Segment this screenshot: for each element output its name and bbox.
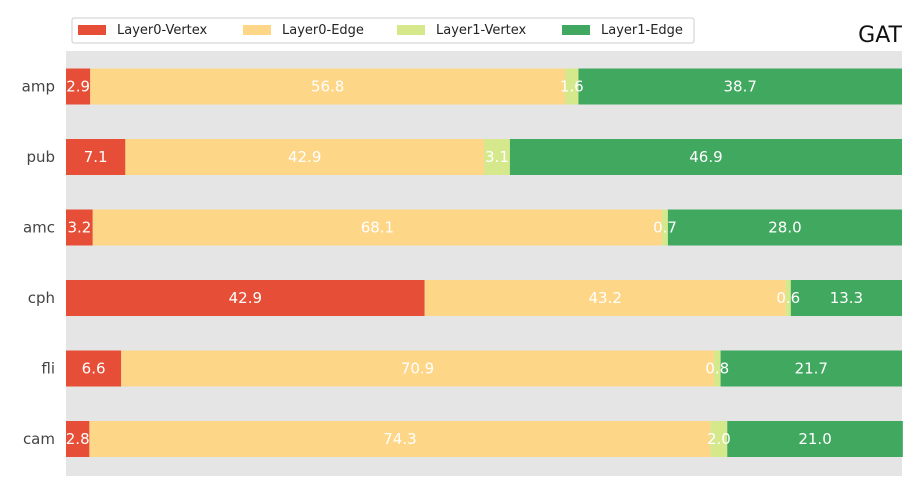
data-label-amc-series-1: 68.1 (361, 219, 394, 237)
data-label-cph-series-1: 43.2 (589, 289, 622, 307)
plot-background (66, 51, 902, 476)
data-label-fli-series-2: 0.8 (705, 360, 729, 378)
legend-label-1: Layer0-Edge (282, 23, 364, 38)
data-label-cam-series-3: 21.0 (798, 430, 831, 448)
legend-label-3: Layer1-Edge (601, 23, 683, 38)
legend-frame (71, 17, 695, 44)
bar-amp-series-1 (90, 68, 566, 105)
data-label-amp-series-3: 38.7 (724, 78, 757, 96)
legend-swatch-1 (243, 25, 271, 35)
bar-cam-series-3 (727, 421, 903, 457)
bars-group (66, 68, 903, 457)
data-labels-group: 2.9 56.8 1.6 38.7 7.1 42.9 3.1 46.9 3.2 68.1 0.7 28… (66, 78, 863, 449)
y-tick-label-fli: fli (41, 360, 55, 378)
data-label-fli-series-0: 6.6 (82, 360, 106, 378)
data-label-fli-series-1: 70.9 (401, 360, 434, 378)
data-label-cam-series-0: 2.8 (66, 430, 90, 448)
bar-pub-series-1 (125, 139, 484, 175)
legend-label-2: Layer1-Vertex (436, 23, 527, 38)
bar-cph-series-0 (66, 280, 425, 316)
data-label-cam-series-2: 2.0 (707, 430, 731, 448)
data-label-amp-series-0: 2.9 (66, 78, 90, 96)
legend: Layer0-Vertex Layer0-Edge Layer1-Vertex Lay… (71, 17, 695, 44)
y-tick-labels-group: amp pub amc cph fli cam (22, 78, 55, 449)
bar-cph-series-1 (424, 280, 786, 316)
bar-amp-series-0 (66, 68, 91, 105)
chart-title: GAT (858, 23, 902, 48)
data-label-amp-series-2: 1.6 (560, 78, 584, 96)
data-label-cph-series-2: 0.6 (776, 289, 800, 307)
data-label-amc-series-3: 28.0 (768, 219, 801, 237)
data-label-pub-series-3: 46.9 (689, 148, 722, 166)
bar-amc-series-3 (667, 209, 902, 246)
y-tick-label-amc: amc (23, 219, 55, 237)
data-label-pub-series-1: 42.9 (288, 148, 321, 166)
bar-fli-series-1 (121, 350, 714, 387)
legend-swatch-3 (562, 25, 590, 35)
bar-pub-series-3 (509, 139, 902, 175)
bar-amp-series-3 (578, 68, 902, 105)
legend-swatch-2 (397, 25, 425, 35)
y-tick-label-cam: cam (23, 430, 55, 448)
y-tick-label-amp: amp (22, 78, 55, 96)
data-label-amc-series-0: 3.2 (67, 219, 91, 237)
data-label-cam-series-1: 74.3 (383, 430, 416, 448)
data-label-cph-series-3: 13.3 (830, 289, 863, 307)
bar-fli-series-3 (720, 350, 902, 387)
bar-cph-series-3 (790, 280, 902, 316)
bar-amc-series-0 (66, 209, 93, 246)
bar-cam-series-0 (66, 421, 90, 457)
legend-label-0: Layer0-Vertex (117, 23, 208, 38)
data-label-pub-series-0: 7.1 (84, 148, 108, 166)
data-label-cph-series-0: 42.9 (229, 289, 262, 307)
data-label-pub-series-2: 3.1 (485, 148, 509, 166)
data-label-amc-series-2: 0.7 (653, 219, 677, 237)
data-label-amp-series-1: 56.8 (311, 78, 344, 96)
bar-cam-series-1 (89, 421, 711, 457)
bar-fli-series-2 (713, 350, 721, 387)
bar-pub-series-0 (66, 139, 126, 175)
bar-cph-series-2 (785, 280, 791, 316)
bar-pub-series-2 (484, 139, 510, 175)
data-label-fli-series-3: 21.7 (795, 360, 828, 378)
legend-swatch-0 (78, 25, 106, 35)
bar-amc-series-1 (92, 209, 663, 246)
y-tick-label-cph: cph (28, 289, 55, 307)
bar-cam-series-2 (710, 421, 728, 457)
bar-amc-series-2 (662, 209, 668, 246)
bar-fli-series-0 (66, 350, 122, 387)
bar-amp-series-2 (565, 68, 579, 105)
y-tick-label-pub: pub (26, 148, 55, 166)
